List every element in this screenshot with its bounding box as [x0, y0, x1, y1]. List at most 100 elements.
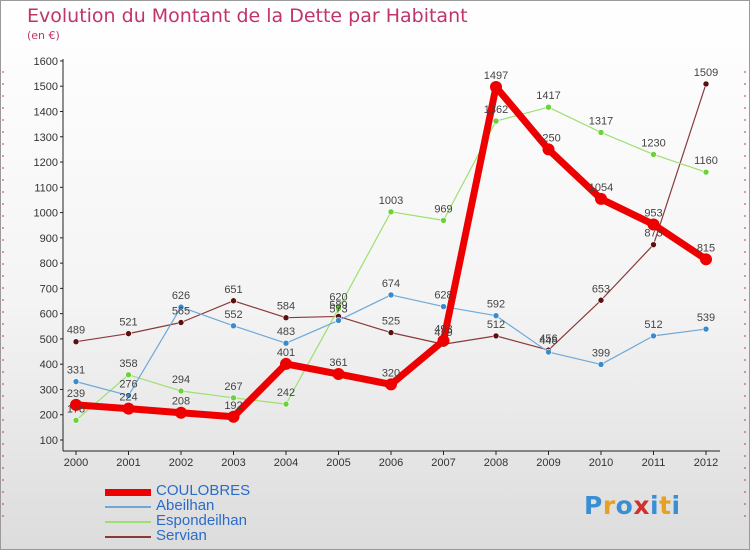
- y-tick-label: 400: [40, 359, 58, 371]
- legend-swatch: [105, 506, 151, 508]
- x-tick-label: 2009: [536, 457, 560, 469]
- y-tick-label: 500: [40, 334, 58, 346]
- data-point-espondeilhan: [702, 168, 710, 176]
- data-point-abeilhan: [72, 378, 80, 385]
- data-point-abeilhan: [545, 348, 552, 356]
- data-point-servian: [72, 338, 80, 345]
- data-point-espondeilhan: [650, 151, 657, 158]
- data-point-coulobres: [70, 398, 82, 411]
- y-tick-label: 1200: [34, 157, 58, 169]
- data-point-servian: [650, 241, 657, 248]
- data-point-abeilhan: [177, 303, 185, 311]
- legend-swatch: [105, 521, 151, 523]
- data-point-servian: [177, 319, 185, 326]
- data-point-coulobres: [122, 402, 135, 415]
- y-tick-label: 1300: [34, 132, 58, 144]
- data-point-servian: [125, 330, 132, 337]
- data-point-coulobres: [595, 192, 607, 205]
- data-point-espondeilhan: [282, 400, 290, 408]
- chart-subtitle: (en €): [27, 29, 60, 42]
- data-label-abeilhan: 573: [329, 303, 347, 315]
- y-tick-label: 800: [40, 258, 58, 270]
- data-label-abeilhan: 626: [172, 290, 190, 302]
- data-label-servian: 873: [644, 228, 662, 240]
- data-label-abeilhan: 448: [539, 335, 557, 347]
- legend-label: COULOBRES: [156, 482, 251, 499]
- data-label-espondeilhan: 1317: [589, 115, 613, 127]
- x-tick-label: 2003: [221, 457, 245, 469]
- data-point-servian: [702, 80, 710, 88]
- data-label-espondeilhan: 358: [119, 358, 137, 370]
- data-point-abeilhan: [492, 312, 500, 319]
- data-point-espondeilhan: [440, 217, 447, 224]
- x-tick-label: 2008: [484, 457, 508, 469]
- x-tick-label: 2005: [326, 457, 350, 469]
- data-label-coulobres: 208: [172, 396, 190, 408]
- data-label-coulobres: 401: [277, 347, 295, 359]
- data-label-coulobres: 192: [224, 400, 242, 412]
- data-label-servian: 521: [119, 317, 137, 329]
- data-label-servian: 1509: [694, 67, 718, 79]
- x-tick-label: 2007: [431, 457, 455, 469]
- data-label-espondeilhan: 294: [172, 374, 190, 386]
- data-point-coulobres: [700, 253, 712, 266]
- data-label-espondeilhan: 1230: [641, 137, 665, 149]
- x-tick-label: 2002: [169, 457, 193, 469]
- data-point-servian: [597, 296, 605, 304]
- x-tick-label: 2006: [379, 457, 403, 469]
- data-label-coulobres: 239: [67, 388, 85, 400]
- data-label-servian: 456: [539, 333, 557, 345]
- y-tick-label: 1500: [34, 81, 58, 93]
- data-point-abeilhan: [702, 325, 710, 333]
- data-label-abeilhan: 483: [277, 326, 295, 338]
- data-point-coulobres: [385, 378, 397, 391]
- data-label-espondeilhan: 267: [224, 381, 242, 393]
- logo-letter: i: [671, 491, 681, 520]
- data-label-abeilhan: 552: [224, 309, 242, 321]
- data-point-abeilhan: [387, 291, 395, 299]
- legend-label: Espondeilhan: [156, 512, 247, 529]
- data-label-coulobres: 953: [644, 207, 662, 219]
- y-tick-label: 900: [40, 233, 58, 245]
- y-tick-label: 700: [40, 283, 58, 295]
- data-label-espondeilhan: 969: [434, 203, 452, 215]
- data-label-servian: 651: [224, 284, 242, 296]
- y-tick-label: 1400: [34, 106, 58, 118]
- logo-letter: x: [633, 491, 650, 520]
- legend-label: Abeilhan: [156, 497, 215, 514]
- data-label-coulobres: 815: [697, 242, 715, 254]
- x-tick-label: 2012: [694, 457, 718, 469]
- data-point-servian: [282, 314, 290, 321]
- data-point-abeilhan: [125, 392, 132, 399]
- logo-letter: P: [584, 491, 603, 520]
- chart-title: Evolution du Montant de la Dette par Hab…: [27, 5, 468, 27]
- y-tick-label: 100: [40, 435, 58, 447]
- data-point-espondeilhan: [545, 103, 552, 111]
- data-label-abeilhan: 512: [644, 319, 662, 331]
- data-label-espondeilhan: 1160: [694, 155, 718, 167]
- logo-letter: o: [615, 491, 634, 520]
- x-tick-label: 2000: [64, 457, 88, 469]
- data-label-coulobres: 1054: [589, 182, 613, 194]
- data-point-coulobres: [227, 410, 240, 423]
- data-label-coulobres: 1250: [536, 132, 560, 144]
- data-point-abeilhan: [597, 361, 605, 368]
- data-label-servian: 565: [172, 305, 190, 317]
- data-point-espondeilhan: [72, 416, 80, 424]
- data-point-coulobres: [647, 218, 660, 231]
- data-point-coulobres: [332, 368, 345, 381]
- data-point-espondeilhan: [597, 129, 605, 136]
- data-label-espondeilhan: 1417: [536, 90, 560, 102]
- data-point-servian: [230, 297, 237, 305]
- data-label-abeilhan: 331: [67, 365, 85, 377]
- data-point-coulobres: [175, 406, 187, 419]
- data-point-servian: [387, 329, 395, 336]
- data-point-abeilhan: [282, 339, 290, 347]
- x-tick-label: 2011: [642, 457, 666, 469]
- data-label-espondeilhan: 178: [67, 403, 85, 415]
- legend-swatch: [105, 536, 151, 538]
- data-point-coulobres: [280, 357, 292, 370]
- data-point-espondeilhan: [125, 371, 132, 379]
- data-point-espondeilhan: [230, 394, 237, 402]
